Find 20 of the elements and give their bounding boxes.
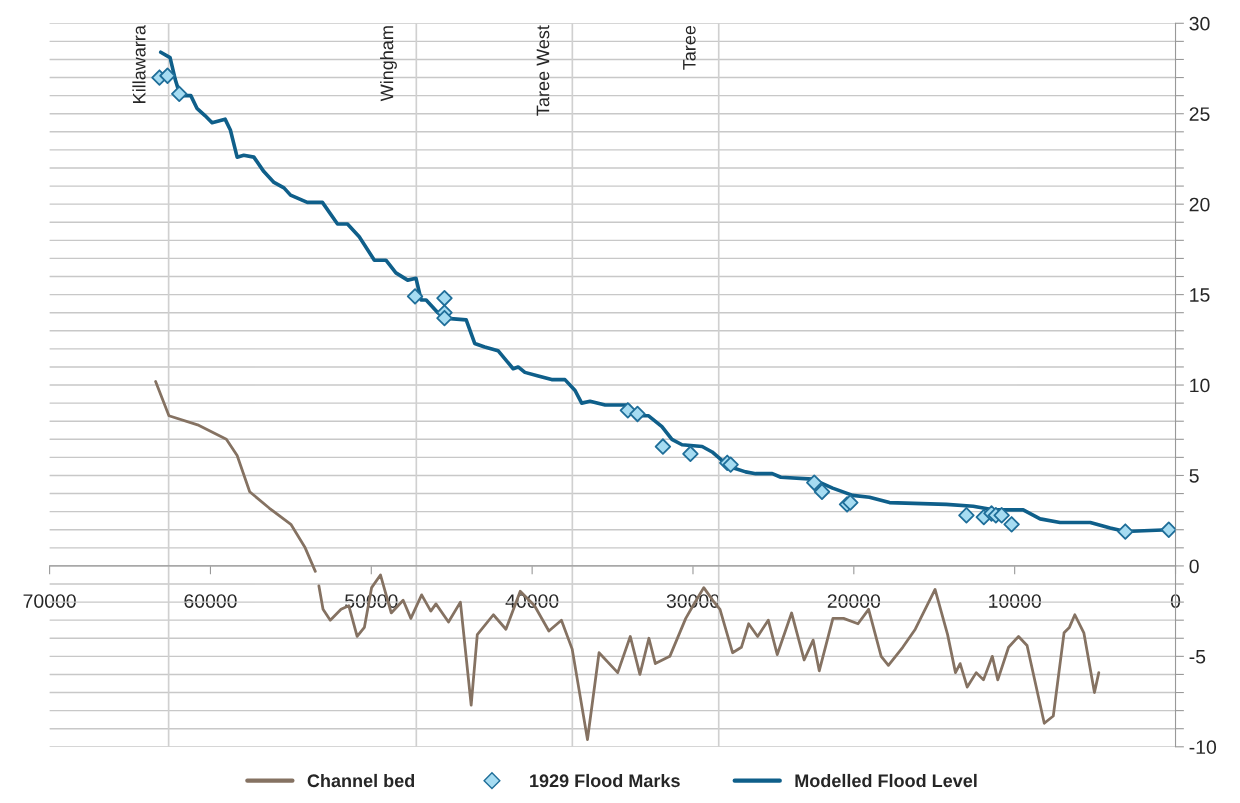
legend-label: Channel bed [307,773,415,788]
ref-line-label: Taree [683,25,696,70]
legend-label: Modelled Flood Level [795,773,977,788]
y-tick-label: 15 [1190,288,1210,302]
y-tick-label: 0 [1189,559,1199,574]
x-tick-label: 10000 [989,594,1041,608]
y-tick-label: 20 [1189,197,1210,212]
y-tick-label: 30 [1189,16,1210,31]
ref-line-label: Wingham [380,26,397,102]
y-tick-label: 10 [1190,378,1210,393]
y-tick-label: -5 [1189,650,1206,664]
y-tick-label: -10 [1189,740,1217,755]
x-tick-label: 70000 [23,594,76,608]
ref-line-label: Killawarra [132,25,146,103]
x-tick-label: 20000 [827,594,881,608]
legend-label: 1929 Flood Marks [530,773,680,788]
y-tick-label: 25 [1189,107,1210,121]
y-tick-label: 5 [1189,469,1199,483]
x-tick-label: 60000 [184,594,237,608]
ref-line-label: Taree West [536,25,550,116]
